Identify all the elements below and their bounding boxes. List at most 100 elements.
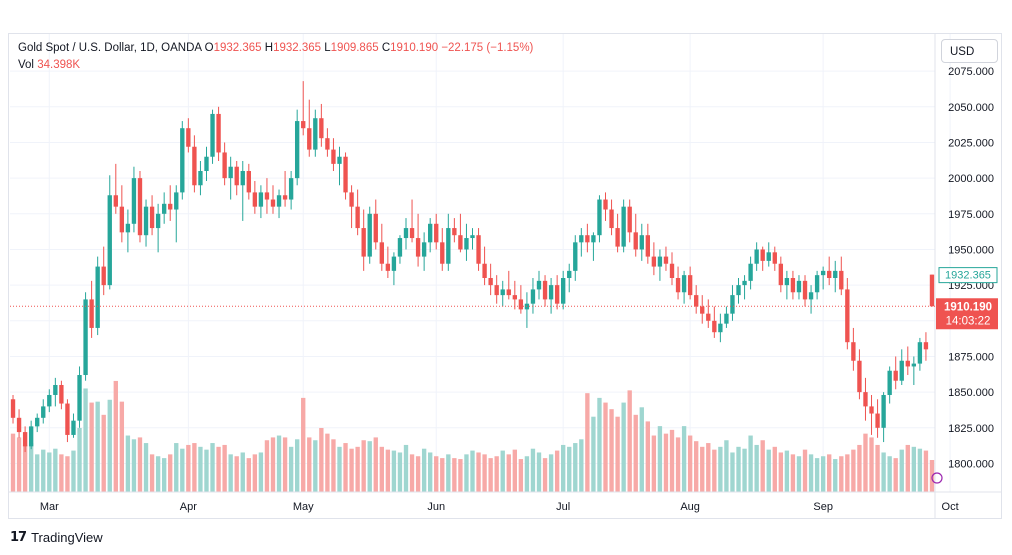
price-chart[interactable]: 1800.0001825.0001850.0001875.0001900.000… [0,0,1012,520]
volume-bar [228,454,233,492]
volume-bar [125,435,131,492]
candle-body [349,192,354,207]
candle-body [567,270,572,278]
candle-body [71,420,76,435]
candle-body [494,285,499,296]
vol-label[interactable]: Vol [18,59,34,71]
candle-body [748,263,753,281]
volume-bar [385,449,391,492]
volume-bar [567,446,572,492]
volume-bar [548,454,554,492]
volume-bar [101,414,106,492]
candle-body [839,270,844,290]
ohlc-legend: Gold Spot / U.S. Dollar, 1D, OANDA O1932… [18,42,533,54]
volume-bar [839,456,844,492]
volume-bar [89,402,94,492]
volume-bar [917,448,923,492]
candle-body [796,280,802,293]
tradingview-brand[interactable]: 𝟭𝟳 TradingView [10,529,103,545]
volume-bar [561,444,566,492]
candle-body [294,121,300,179]
volume-bar [730,452,735,492]
candle-body [107,195,112,286]
candle-body [881,394,886,428]
candle-body [585,235,590,243]
volume-bar [802,449,808,492]
volume-bar [863,433,868,492]
y-tick-label: 2075.000 [948,66,994,78]
candle-body [137,178,143,236]
vol-value: 34.398K [37,59,81,71]
candle-body [434,223,439,243]
candle-body [814,275,820,293]
volume-bar [494,456,499,492]
volume-bar [621,402,626,492]
candle-body [802,280,808,300]
candle-body [65,403,70,435]
symbol-title[interactable]: Gold Spot / U.S. Dollar, 1D, OANDA [18,42,202,54]
candle-body [845,289,850,343]
candle-body [681,275,687,293]
volume-bar [28,443,34,492]
candle-body [397,238,403,257]
candle-body [77,375,82,421]
volume-bar [760,440,765,492]
candle-body [385,263,391,271]
volume-bar [778,452,784,492]
candle-body [113,195,118,207]
candle-body [718,323,723,333]
candle-body [863,392,868,407]
candle-body [548,285,554,300]
volume-bar [536,452,542,492]
candle-body [222,152,227,179]
volume-bar [712,449,717,492]
event-marker-icon [931,472,943,484]
volume-bar [512,449,517,492]
candle-body [530,289,536,304]
candle-body [591,235,596,243]
candle-body [446,228,451,264]
volume-bar [149,454,155,492]
volume-bar [446,454,451,492]
candle-body [210,113,215,157]
candle-body [155,213,161,229]
volume-bar [415,456,421,492]
y-tick-label: 1800.000 [948,458,994,470]
volume-bar [252,454,258,492]
volume-bar [301,397,306,492]
candle-body [911,363,917,367]
volume-bar [464,454,469,492]
candle-body [657,256,663,267]
x-tick-label: Sep [813,501,833,513]
candle-body [724,313,729,324]
candle-body [89,299,94,328]
currency-button[interactable]: USD [941,39,998,63]
volume-bar [294,439,300,492]
y-tick-label: 1950.000 [948,244,994,256]
volume-bar [542,458,548,492]
candle-body [917,342,923,364]
candle-body [343,156,348,193]
volume-bar [428,452,433,492]
volume-bar [47,452,52,492]
candle-body [561,278,566,304]
volume-bar [113,380,118,492]
high-value: 1932.365 [273,42,322,54]
volume-bar [192,443,197,492]
volume-bar [107,399,112,492]
candle-body [16,417,22,433]
change-value: −22.175 (−1.15%) [441,42,534,54]
candle-body [518,299,524,310]
candle-body [633,232,638,250]
brand-name: TradingView [31,529,103,545]
low-label: L [324,42,331,54]
volume-bar [216,446,221,492]
candle-body [675,278,681,293]
candle-body [131,178,137,224]
volume-bar [748,435,753,492]
candle-body [887,370,892,395]
close-value: 1910.190 [390,42,439,54]
y-tick-label: 1875.000 [948,351,994,363]
candle-body [252,192,258,207]
candle-body [875,413,880,428]
